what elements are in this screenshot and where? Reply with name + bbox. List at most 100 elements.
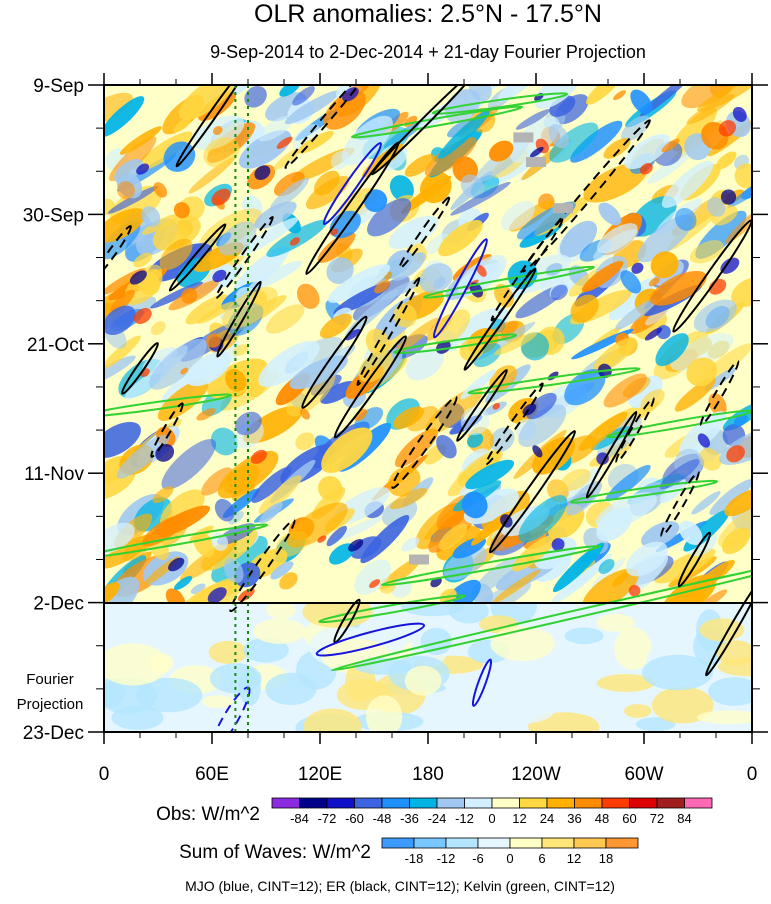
er-contour-negative — [484, 382, 544, 466]
anomaly-cell — [401, 175, 452, 214]
anomaly-core — [631, 262, 644, 274]
anomaly-cell — [549, 122, 599, 163]
er-contour-negative — [284, 85, 374, 169]
anomaly-cell — [141, 206, 161, 227]
anomaly-cell — [406, 406, 439, 432]
er-contour-positive — [585, 410, 638, 499]
anomaly-cell — [559, 220, 598, 258]
anomaly-cell — [700, 589, 728, 603]
obs-colorbar: Obs: W/m^2 -84 -72 -60 -48 -36 -24 -12 0 12 24 36 4… — [156, 797, 713, 826]
projection-cell — [353, 658, 412, 675]
anomaly-cell — [323, 90, 366, 130]
obs-colorbar-level-label: -48 — [373, 811, 392, 826]
obs-colorbar-level-label: -36 — [400, 811, 419, 826]
anomaly-core — [129, 270, 147, 285]
projection-cell — [716, 640, 752, 666]
waves-colorbar-level-label: 12 — [567, 851, 581, 866]
y-tick-label: 11-Nov — [24, 464, 84, 485]
anomaly-cell — [515, 109, 551, 130]
anomaly-cell — [270, 561, 294, 580]
anomaly-cell — [570, 120, 623, 163]
anomaly-cell — [104, 208, 146, 243]
missing-data-patch — [526, 157, 546, 167]
missing-data-patch — [513, 132, 534, 143]
y-tick-label: 21-Oct — [27, 335, 85, 356]
y-tick-label: 2-Dec — [33, 594, 84, 615]
projection-label-line1: Fourier — [26, 671, 74, 688]
anomaly-core — [661, 138, 680, 153]
anomaly-cell — [110, 289, 135, 314]
x-tick-label: 60W — [624, 764, 663, 785]
anomaly-cell — [116, 434, 170, 479]
anomaly-core — [237, 588, 255, 602]
anomaly-core — [180, 367, 189, 375]
anomaly-cell — [279, 572, 298, 590]
anomaly-cell — [721, 527, 751, 555]
obs-colorbar-swatch — [546, 797, 575, 809]
obs-colorbar-swatch — [629, 797, 658, 809]
obs-colorbar-swatch — [656, 797, 685, 809]
er-contour-negative — [521, 119, 651, 273]
kelvin-contour — [318, 594, 466, 624]
anomaly-cell — [104, 335, 141, 369]
anomaly-cell — [238, 217, 299, 257]
anomaly-cell — [228, 511, 244, 525]
contour-legend-footer: MJO (blue, CINT=12); ER (black, CINT=12)… — [185, 878, 615, 894]
anomaly-core — [317, 535, 327, 543]
anomaly-core — [551, 538, 565, 551]
anomaly-cell — [724, 488, 752, 517]
anomaly-cell — [104, 355, 136, 389]
plot-area — [103, 84, 753, 733]
missing-data-patch — [553, 203, 573, 214]
anomaly-core — [640, 163, 653, 175]
anomaly-cell — [157, 379, 209, 421]
anomaly-cell — [624, 134, 671, 170]
er-contour-positive — [705, 578, 752, 677]
projection-cell — [483, 700, 554, 724]
obs-colorbar-swatch — [381, 797, 410, 809]
anomaly-core — [720, 257, 740, 274]
kelvin-contour — [104, 393, 233, 418]
projection-cell — [614, 627, 652, 670]
anomaly-core — [469, 282, 484, 298]
anomaly-cell — [650, 251, 679, 279]
obs-colorbar-level-label: -72 — [318, 811, 337, 826]
anomaly-cell — [548, 123, 569, 149]
anomaly-cell — [707, 197, 726, 217]
anomaly-cell — [455, 307, 510, 345]
x-tick-label: 0 — [747, 764, 758, 785]
anomaly-cell — [578, 411, 628, 451]
waves-colorbar-level-label: 18 — [599, 851, 613, 866]
obs-colorbar-swatch — [299, 797, 328, 809]
er-contour-positive — [488, 430, 577, 554]
anomaly-cell — [593, 229, 639, 261]
anomaly-cell — [117, 181, 135, 200]
projection-cell — [490, 626, 555, 662]
anomaly-cell — [438, 523, 468, 551]
anomaly-cell — [389, 175, 414, 202]
anomaly-cell — [693, 299, 737, 333]
anomaly-cell — [391, 252, 426, 281]
projection-cell — [202, 695, 234, 709]
anomaly-cell — [251, 466, 292, 503]
anomaly-cell — [210, 427, 238, 456]
kelvin-contour — [467, 367, 641, 395]
projection-cell — [404, 665, 442, 696]
projection-cell — [104, 643, 169, 686]
er-contour-positive — [121, 342, 159, 395]
anomaly-cell — [284, 90, 340, 125]
anomaly-cell — [426, 233, 449, 254]
x-tick-label: 180 — [412, 764, 444, 785]
anomaly-cell — [223, 558, 244, 584]
anomaly-core — [289, 237, 300, 246]
projection-label-line2: Projection — [17, 696, 84, 713]
obs-colorbar-swatch — [436, 797, 465, 809]
missing-data-patches — [409, 132, 573, 565]
anomaly-cell — [354, 559, 392, 595]
obs-colorbar-swatch — [601, 797, 630, 809]
anomaly-core — [596, 452, 609, 465]
anomaly-cell — [265, 304, 305, 334]
anomaly-cell — [450, 181, 511, 216]
er-contour-negative — [391, 395, 458, 489]
